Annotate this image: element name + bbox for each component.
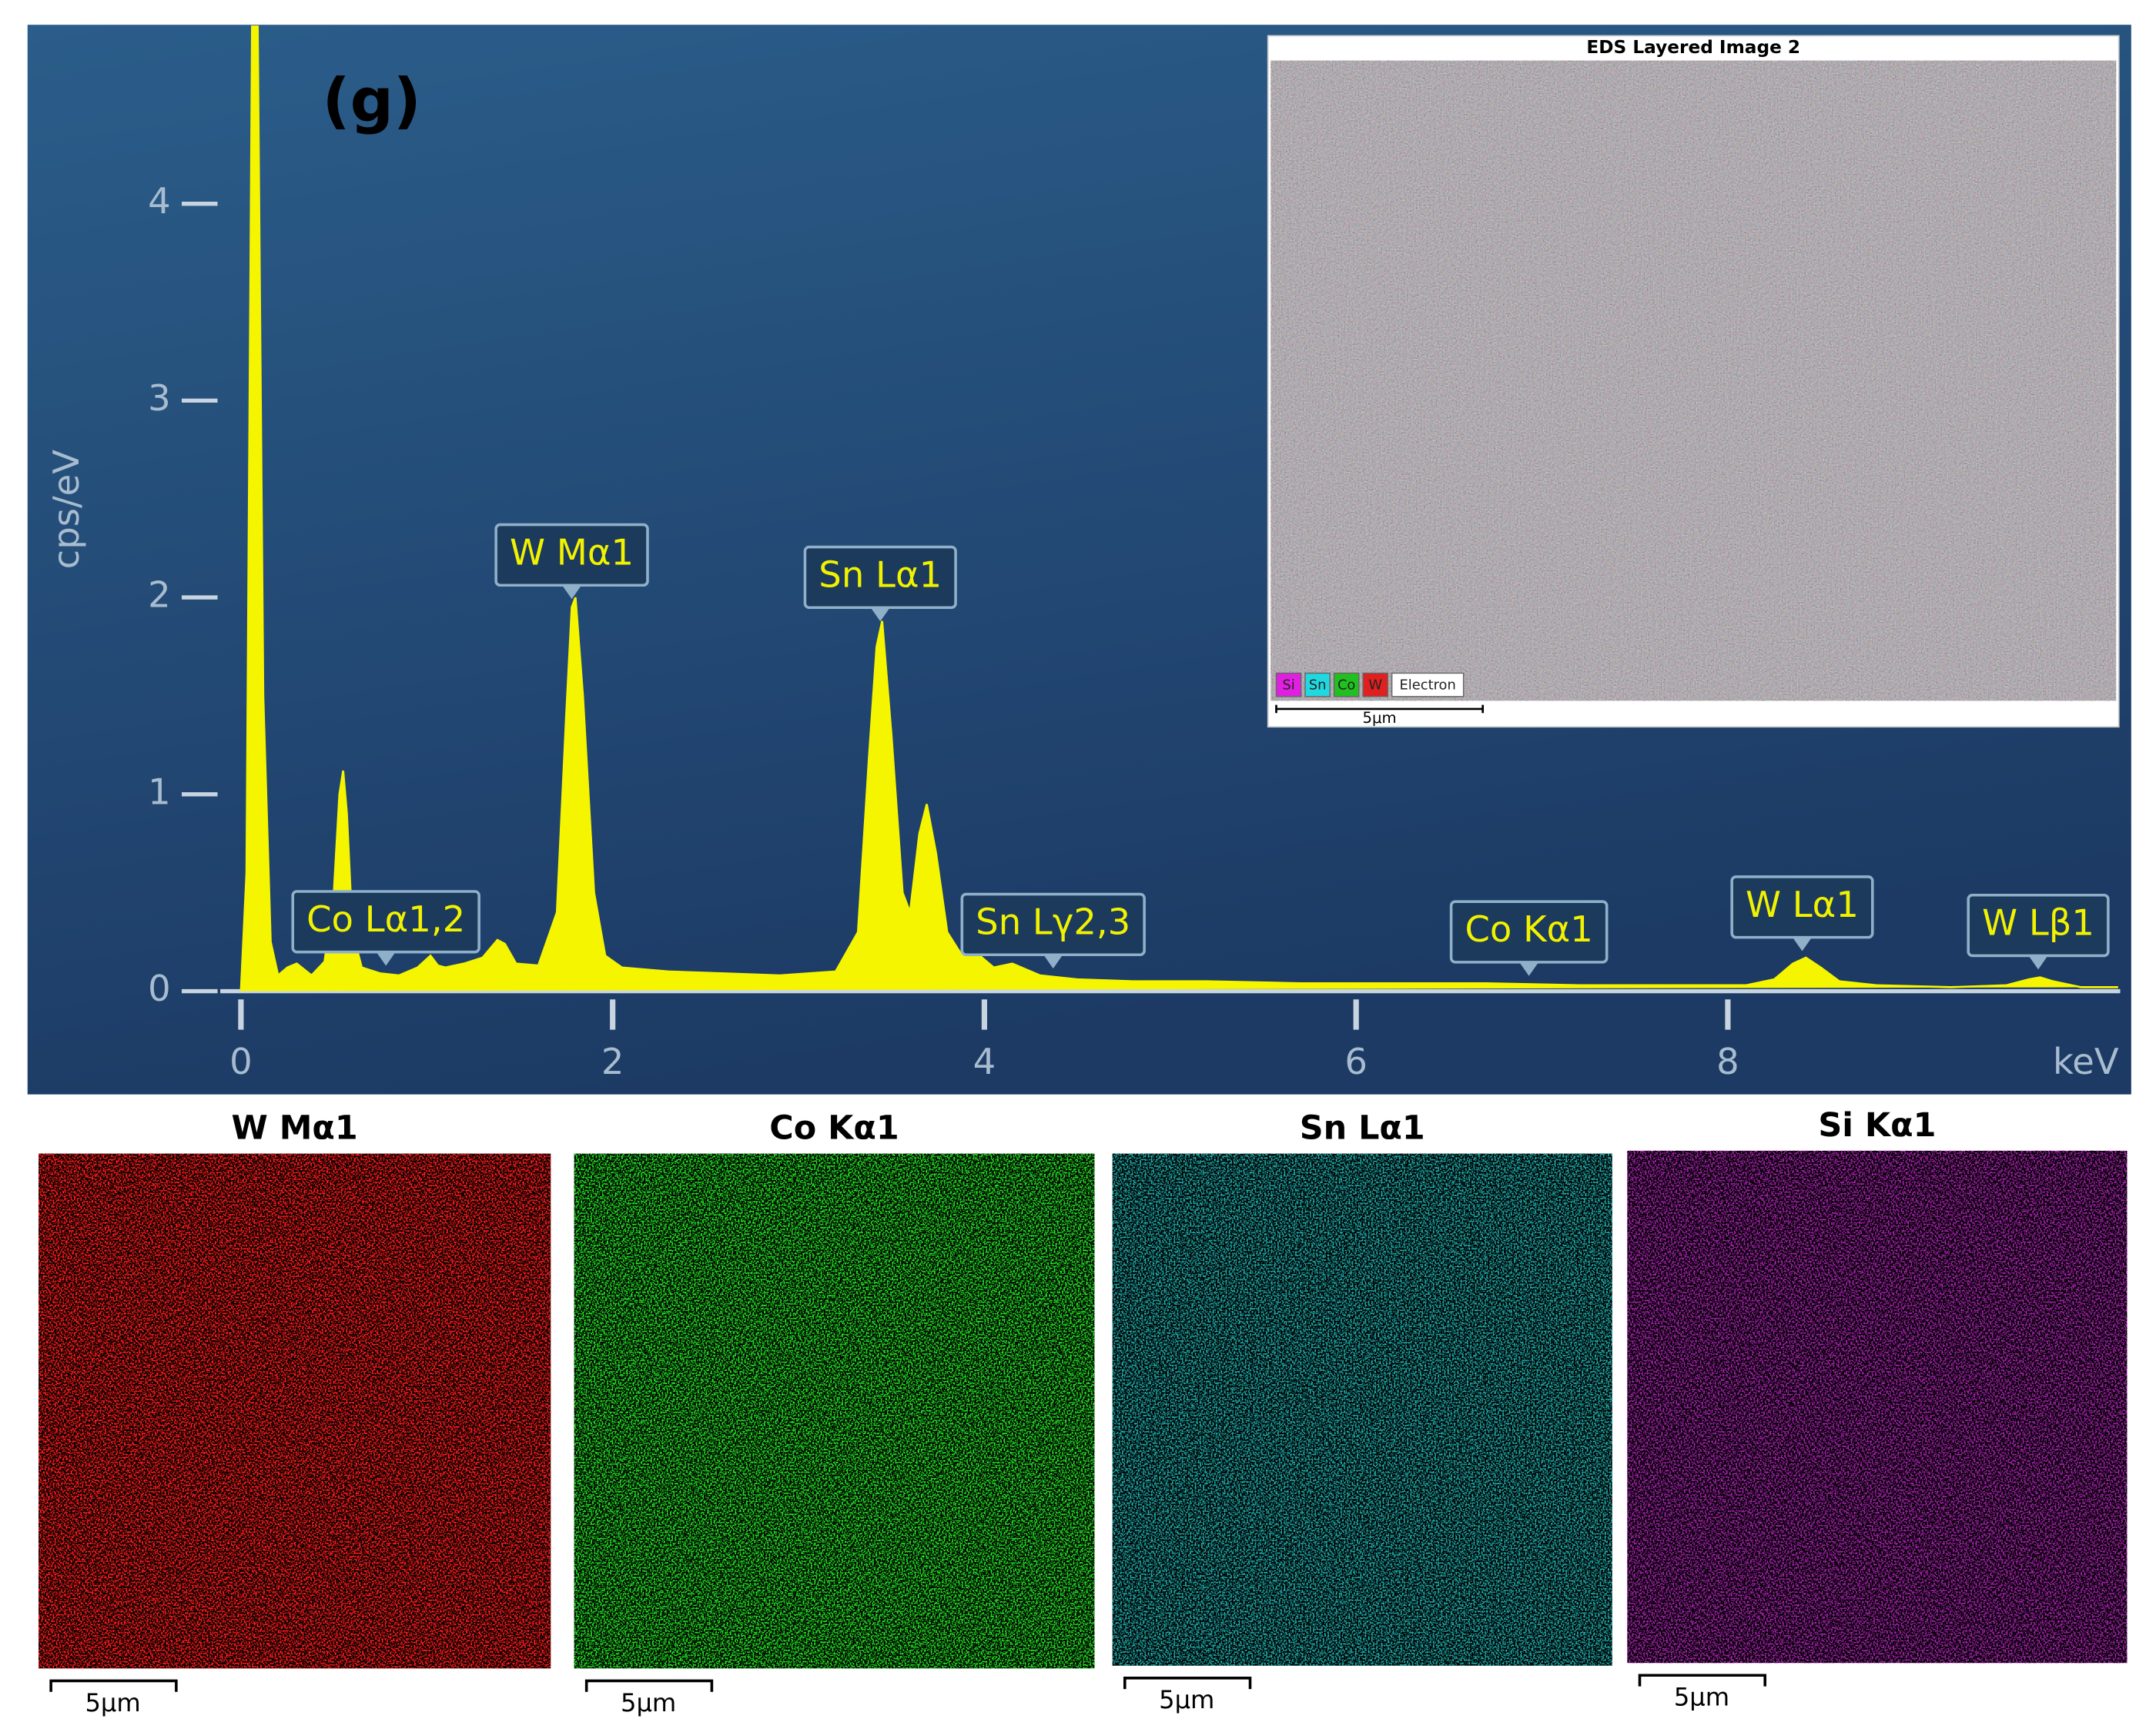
map-scale-bar <box>1638 1674 1766 1687</box>
peak-label: Co Lα1,2 <box>291 890 480 966</box>
peak-label: W Mα1 <box>494 523 649 600</box>
map-signal <box>574 1153 1095 1669</box>
inset-title: EDS Layered Image 2 <box>1586 37 1800 58</box>
peak-label-text: W Lα1 <box>1746 884 1859 925</box>
map-signal <box>38 1153 551 1669</box>
peak-label-text: W Mα1 <box>510 531 634 573</box>
map-title: W Mα1 <box>231 1109 357 1148</box>
map-scale-bar <box>49 1679 178 1692</box>
peak-label-pointer <box>376 951 396 966</box>
peak-label-pointer <box>1519 961 1539 976</box>
x-tick-label: 8 <box>1716 1041 1739 1082</box>
y-tick-label: 0 <box>148 968 171 1009</box>
spectrum <box>239 25 2118 992</box>
peak-label-text: Co Kα1 <box>1465 908 1592 950</box>
map-scale-label: 5μm <box>1159 1685 1214 1714</box>
legend-label: W <box>1368 677 1382 694</box>
peak-label: Co Kα1 <box>1449 900 1609 976</box>
panel-label: (g) <box>323 65 421 135</box>
x-tick-label: 6 <box>1344 1041 1368 1082</box>
peak-label: Sn Lα1 <box>803 545 957 622</box>
peak-label-pointer <box>562 585 582 600</box>
map-scale-bar <box>584 1679 714 1692</box>
map-scale-label: 5μm <box>1674 1683 1729 1712</box>
peak-label-text: W Lβ1 <box>1982 902 2094 944</box>
inset-texture <box>1270 60 2117 701</box>
legend-chip <box>1362 672 1389 697</box>
legend-chip <box>1304 672 1331 697</box>
peak-label-pointer <box>1792 937 1813 951</box>
peak-label-text: Co Lα1,2 <box>306 898 465 940</box>
legend-chip <box>1275 672 1302 697</box>
map-title: Si Kα1 <box>1818 1106 1936 1145</box>
y-tick-label: 2 <box>148 574 171 616</box>
peak-label-box <box>1967 893 2110 958</box>
map-title: Sn Lα1 <box>1300 1109 1425 1148</box>
legend-label: Co <box>1337 677 1355 694</box>
map-scale-bar <box>1123 1677 1252 1690</box>
y-tick-label: 1 <box>148 771 171 812</box>
peak-label: W Lβ1 <box>1967 893 2110 970</box>
peak-label: W Lα1 <box>1730 875 1874 951</box>
x-tick-label: 2 <box>601 1041 624 1082</box>
inset-scale-label: 5μm <box>1362 709 1396 727</box>
peak-label-text: Sn Lα1 <box>819 553 942 595</box>
legend-label: Si <box>1282 677 1294 694</box>
x-tick-label: 0 <box>229 1041 253 1082</box>
element-maps: W Mα1 5μm Co Kα1 5μm Sn Lα1 5μm Si Kα1 5μm <box>38 1106 2128 1717</box>
map-title: Co Kα1 <box>769 1109 899 1148</box>
legend-chip <box>1333 672 1360 697</box>
y-tick-label: 3 <box>148 377 171 419</box>
x-axis-label: keV <box>2053 1041 2119 1082</box>
peak-label-pointer <box>2028 955 2048 970</box>
map-signal <box>1112 1153 1612 1666</box>
inset-legend: Si Sn Co W Electron <box>1275 672 1465 697</box>
legend-label: Sn <box>1309 677 1327 694</box>
x-tick-label: 4 <box>973 1041 996 1082</box>
map-signal <box>1627 1150 2128 1664</box>
peak-label-pointer <box>1043 955 1063 969</box>
inset-scale-bar <box>1275 704 1485 714</box>
y-tick-label: 4 <box>148 180 171 222</box>
peak-label: Sn Lγ2,3 <box>960 892 1146 969</box>
peak-label-text: Sn Lγ2,3 <box>976 901 1130 942</box>
peak-label-pointer <box>870 607 890 622</box>
map-scale-label: 5μm <box>621 1688 676 1717</box>
legend-label: Electron <box>1399 677 1455 694</box>
legend-chip <box>1391 672 1465 697</box>
y-axis-label: cps/eV <box>45 450 87 570</box>
map-scale-label: 5μm <box>85 1688 140 1717</box>
